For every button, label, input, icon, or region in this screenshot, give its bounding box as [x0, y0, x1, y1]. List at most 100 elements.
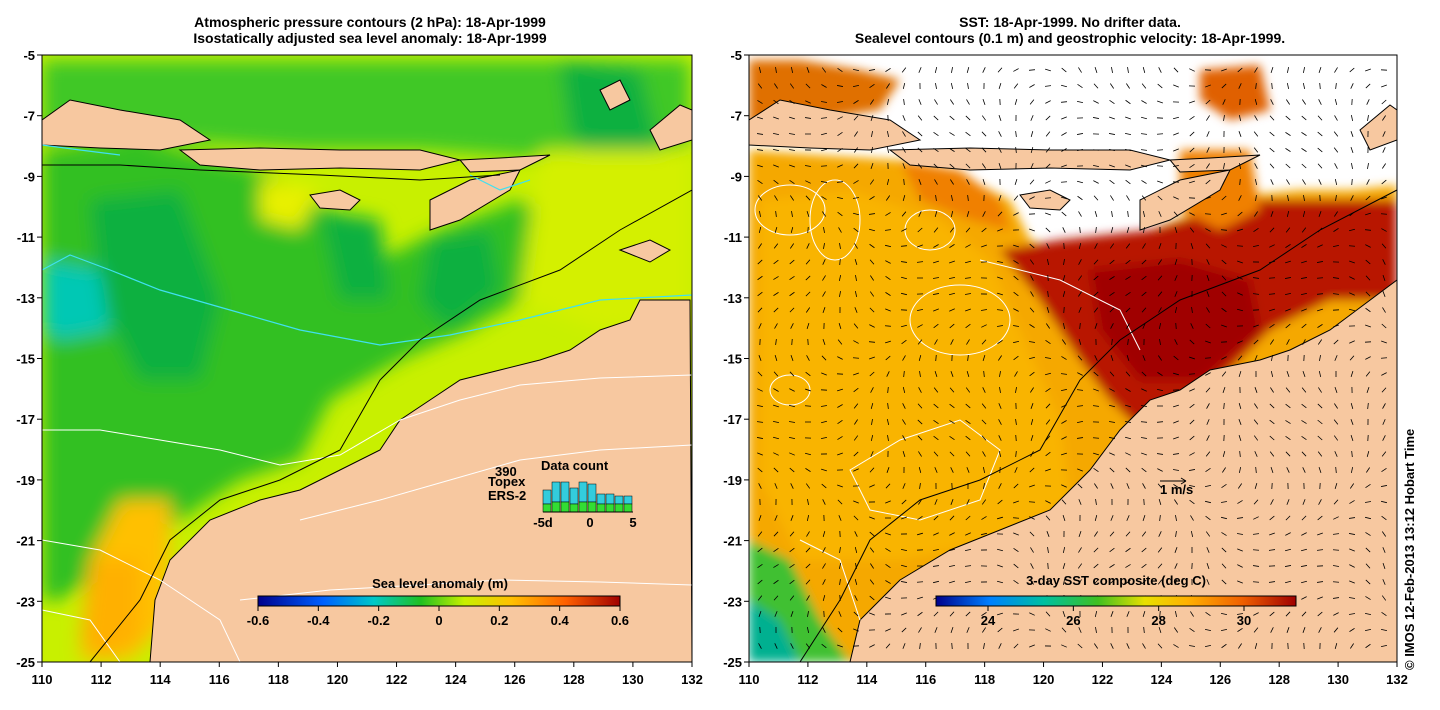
velocity-arrow: [1365, 483, 1371, 489]
velocity-arrow: [1029, 324, 1035, 328]
velocity-arrow: [1092, 117, 1100, 119]
velocity-arrow: [772, 132, 780, 136]
velocity-arrow: [1191, 306, 1193, 314]
velocity-arrow: [1252, 277, 1260, 279]
velocity-arrow: [918, 67, 922, 73]
velocity-arrow: [1061, 436, 1067, 440]
velocity-arrow: [1172, 164, 1180, 168]
velocity-arrow: [1143, 626, 1145, 634]
velocity-arrow: [1047, 562, 1049, 570]
velocity-arrow: [917, 244, 923, 248]
velocity-arrow: [1238, 131, 1242, 137]
velocity-arrow: [1159, 338, 1161, 346]
velocity-arrow: [1078, 627, 1082, 633]
velocity-arrow: [789, 307, 795, 313]
velocity-arrow: [1365, 371, 1371, 377]
velocity-arrow: [885, 260, 891, 264]
velocity-arrow: [1205, 515, 1211, 521]
velocity-arrow: [902, 386, 906, 394]
velocity-arrow: [1206, 403, 1210, 409]
velocity-arrow: [1030, 563, 1034, 569]
left-cb-tick-label: 0.4: [551, 613, 570, 628]
velocity-arrow: [1094, 610, 1098, 618]
velocity-arrow: [981, 163, 987, 169]
velocity-arrow: [1015, 418, 1017, 426]
velocity-arrow: [1380, 628, 1388, 632]
velocity-arrow: [1300, 580, 1308, 584]
velocity-arrow: [1109, 388, 1115, 392]
velocity-arrow: [1332, 277, 1340, 279]
velocity-arrow: [870, 563, 874, 569]
velocity-arrow: [789, 371, 795, 377]
velocity-arrow: [1253, 499, 1259, 505]
left-cb-tick-label: 0.2: [490, 613, 508, 628]
velocity-arrow: [1269, 131, 1275, 137]
velocity-arrow: [1109, 243, 1115, 249]
velocity-arrow: [869, 356, 875, 360]
velocity-arrow: [981, 612, 987, 616]
velocity-arrow: [885, 628, 891, 632]
velocity-arrow: [757, 180, 763, 184]
velocity-arrow: [1254, 115, 1258, 121]
velocity-arrow: [854, 259, 858, 265]
velocity-arrow: [1061, 148, 1067, 152]
velocity-arrow: [1205, 179, 1211, 185]
velocity-arrow: [1285, 148, 1291, 152]
velocity-arrow: [934, 627, 938, 633]
velocity-arrow: [1367, 162, 1369, 170]
velocity-arrow: [1348, 517, 1356, 519]
velocity-arrow: [1237, 228, 1243, 232]
velocity-arrow: [949, 132, 955, 136]
velocity-arrow: [1206, 579, 1210, 585]
velocity-arrow: [1317, 419, 1323, 425]
velocity-arrow: [964, 580, 972, 584]
right-xtick-label: 120: [1033, 672, 1055, 687]
velocity-arrow: [1382, 291, 1386, 297]
velocity-arrow: [1111, 66, 1113, 74]
velocity-arrow: [822, 579, 826, 585]
velocity-arrow: [1045, 340, 1051, 344]
velocity-arrow: [1269, 227, 1275, 233]
velocity-arrow: [1093, 275, 1099, 281]
velocity-arrow: [965, 244, 971, 248]
velocity-arrow: [1142, 66, 1146, 74]
velocity-arrow: [1268, 293, 1276, 295]
velocity-arrow: [1013, 308, 1019, 312]
velocity-arrow: [1284, 548, 1292, 552]
velocity-arrow: [1045, 419, 1051, 425]
velocity-arrow: [1045, 628, 1051, 632]
velocity-arrow: [1332, 597, 1340, 599]
velocity-arrow: [1094, 243, 1098, 249]
velocity-arrow: [1157, 468, 1163, 472]
velocity-arrow: [1140, 133, 1148, 135]
velocity-arrow: [997, 627, 1003, 633]
velocity-arrow: [1188, 484, 1196, 488]
velocity-arrow: [1285, 163, 1291, 169]
right-cb-tick-label: 30: [1237, 613, 1251, 628]
velocity-arrow: [1334, 643, 1338, 649]
velocity-arrow: [1189, 180, 1195, 184]
velocity-arrow: [1333, 228, 1339, 232]
velocity-arrow: [902, 451, 906, 457]
velocity-arrow: [758, 611, 762, 617]
velocity-arrow: [1029, 243, 1035, 249]
velocity-arrow: [1254, 387, 1258, 393]
velocity-arrow: [821, 196, 827, 200]
velocity-arrow: [854, 578, 858, 586]
velocity-arrow: [1301, 515, 1307, 521]
velocity-scale-label: 1 m/s: [1160, 482, 1193, 497]
velocity-arrow: [1220, 629, 1228, 631]
velocity-arrow: [1173, 436, 1179, 440]
velocity-arrow: [1029, 467, 1035, 473]
velocity-arrow: [822, 275, 826, 281]
velocity-arrow: [1222, 467, 1226, 473]
velocity-arrow: [980, 532, 988, 536]
velocity-arrow: [1158, 67, 1162, 73]
velocity-arrow: [869, 612, 875, 616]
velocity-arrow: [773, 467, 779, 473]
velocity-arrow: [934, 211, 938, 217]
velocity-arrow: [756, 133, 764, 135]
velocity-arrow: [805, 291, 811, 297]
velocity-arrow: [998, 195, 1002, 201]
velocity-arrow: [901, 339, 907, 345]
